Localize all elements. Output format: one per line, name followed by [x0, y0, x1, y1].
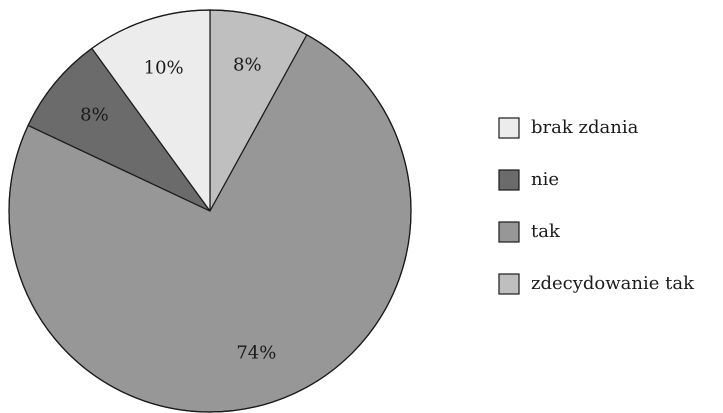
- legend-item-brak-zdania: brak zdania: [498, 117, 639, 139]
- legend-swatch-zdecydowanie-tak: [498, 273, 520, 295]
- legend-label-brak-zdania: brak zdania: [531, 117, 639, 138]
- legend-label-tak: tak: [531, 221, 561, 242]
- legend-label-nie: nie: [531, 169, 559, 190]
- legend-item-tak: tak: [498, 221, 561, 243]
- pie-slices: [8, 9, 412, 413]
- slice-label-nie: 8%: [80, 104, 109, 125]
- slice-label-brak-zdania: 10%: [144, 57, 184, 78]
- legend-swatch-tak: [498, 221, 520, 243]
- legend: brak zdania nie tak zdecydowanie tak: [498, 117, 695, 295]
- legend-item-nie: nie: [498, 169, 559, 191]
- pie-slice-labels: 8% 74% 8% 10%: [80, 55, 276, 364]
- slice-label-tak: 74%: [236, 343, 276, 364]
- slice-label-zdecydowanie-tak: 8%: [233, 55, 262, 76]
- pie-outline: [8, 9, 412, 413]
- legend-item-zdecydowanie-tak: zdecydowanie tak: [498, 273, 695, 295]
- legend-swatch-nie: [498, 169, 520, 191]
- legend-swatch-brak-zdania: [498, 117, 520, 139]
- legend-label-zdecydowanie-tak: zdecydowanie tak: [531, 273, 695, 294]
